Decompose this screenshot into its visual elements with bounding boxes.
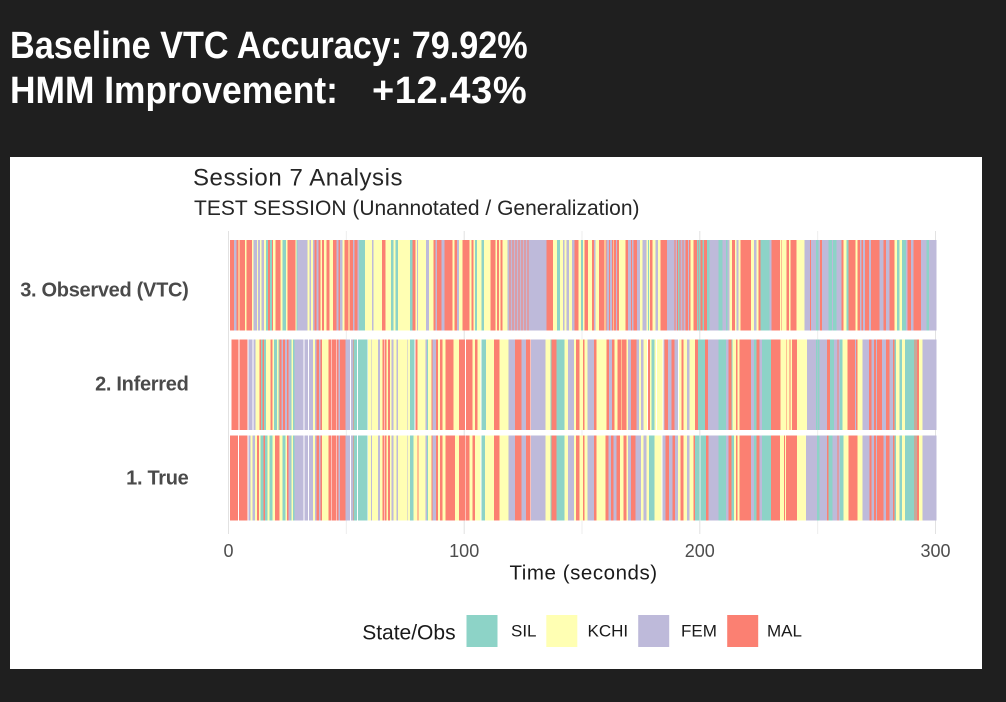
svg-text:FEM: FEM xyxy=(681,622,717,641)
svg-text:0: 0 xyxy=(223,541,233,561)
svg-text:MAL: MAL xyxy=(767,622,802,641)
svg-text:Time (seconds): Time (seconds) xyxy=(509,562,657,585)
svg-text:SIL: SIL xyxy=(511,622,537,641)
svg-text:3. Observed (VTC): 3. Observed (VTC) xyxy=(20,280,188,302)
svg-text:Session 7 Analysis: Session 7 Analysis xyxy=(193,165,403,192)
svg-text:KCHI: KCHI xyxy=(588,622,629,641)
svg-text:2. Inferred: 2. Inferred xyxy=(95,374,188,396)
svg-text:200: 200 xyxy=(685,541,715,561)
svg-text:State/Obs: State/Obs xyxy=(362,622,455,645)
svg-text:TEST SESSION (Unannotated / Ge: TEST SESSION (Unannotated / Generalizati… xyxy=(194,197,640,220)
svg-text:100: 100 xyxy=(449,541,479,561)
svg-text:1. True: 1. True xyxy=(126,467,189,489)
svg-text:300: 300 xyxy=(920,541,950,561)
